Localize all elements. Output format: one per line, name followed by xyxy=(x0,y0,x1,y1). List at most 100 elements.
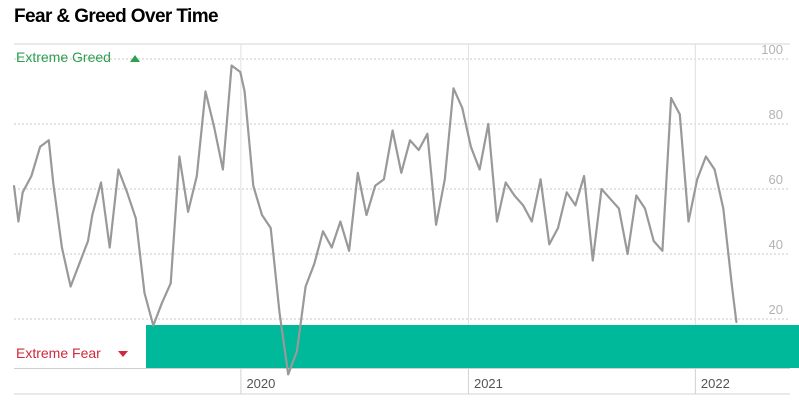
data-point xyxy=(609,197,612,200)
data-point xyxy=(530,220,533,223)
data-point xyxy=(618,207,620,210)
data-point xyxy=(417,149,420,151)
data-point xyxy=(178,155,181,158)
data-point xyxy=(400,171,403,174)
data-point xyxy=(222,168,224,171)
data-point xyxy=(687,220,690,223)
data-point xyxy=(169,282,172,285)
x-tick-label-2022: 2022 xyxy=(701,376,730,391)
data-point xyxy=(391,129,394,132)
data-point xyxy=(30,175,33,177)
data-point xyxy=(239,71,242,73)
data-point xyxy=(287,373,290,376)
data-point xyxy=(522,204,524,207)
data-point xyxy=(600,188,603,190)
data-point xyxy=(478,168,481,171)
data-point xyxy=(126,191,128,194)
extreme-greed-label: Extreme Greed xyxy=(16,49,111,65)
data-point xyxy=(261,214,263,216)
series-points xyxy=(13,64,738,376)
data-point xyxy=(487,123,490,125)
data-point xyxy=(548,243,551,246)
data-point xyxy=(722,207,725,210)
data-point xyxy=(143,292,146,294)
x-tick-label-2021: 2021 xyxy=(474,376,503,391)
data-point xyxy=(330,246,333,249)
data-point xyxy=(52,181,55,184)
y-tick-label-60: 60 xyxy=(769,172,783,187)
data-point xyxy=(461,106,464,109)
data-point xyxy=(583,175,585,177)
data-point xyxy=(313,262,316,265)
data-point xyxy=(374,184,377,187)
greed-up-arrow-icon xyxy=(130,55,140,62)
data-point xyxy=(204,90,207,93)
y-tick-label-20: 20 xyxy=(769,302,783,317)
data-point xyxy=(195,175,198,177)
chart-title: Fear & Greed Over Time xyxy=(14,6,219,27)
y-tick-label-100: 100 xyxy=(761,42,783,57)
data-point xyxy=(252,184,255,187)
data-point xyxy=(713,168,716,171)
data-point xyxy=(117,168,120,171)
data-point xyxy=(652,240,655,242)
data-point xyxy=(322,230,324,233)
data-point xyxy=(87,240,89,242)
data-point xyxy=(470,145,472,148)
data-point xyxy=(108,246,111,249)
grid-lines xyxy=(14,43,790,368)
y-tick-label-40: 40 xyxy=(769,237,783,252)
data-point xyxy=(39,145,41,148)
data-point xyxy=(539,178,542,181)
data-point xyxy=(304,285,307,288)
data-point xyxy=(78,262,81,265)
data-point xyxy=(13,184,15,187)
data-point xyxy=(187,210,190,213)
data-point xyxy=(731,285,733,288)
extreme-fear-band xyxy=(146,325,799,368)
data-point xyxy=(69,285,72,288)
data-point xyxy=(635,194,638,197)
data-point xyxy=(496,220,498,223)
data-point xyxy=(409,139,411,142)
data-point xyxy=(61,246,63,249)
x-axis: 2020 2021 2022 xyxy=(14,368,790,395)
data-point xyxy=(243,90,246,93)
data-point xyxy=(557,227,559,229)
data-point xyxy=(661,249,664,252)
data-point xyxy=(696,178,699,181)
data-point xyxy=(644,207,646,210)
data-point xyxy=(356,171,359,174)
data-point xyxy=(735,321,738,324)
data-point xyxy=(504,181,507,184)
data-point xyxy=(670,97,672,99)
data-point xyxy=(452,87,455,90)
data-point xyxy=(565,191,568,194)
extreme-fear-label: Extreme Fear xyxy=(16,345,101,361)
data-point xyxy=(17,220,20,223)
data-point xyxy=(339,220,342,223)
data-point xyxy=(134,217,137,220)
data-point xyxy=(230,64,233,67)
y-tick-label-80: 80 xyxy=(769,107,783,122)
data-point xyxy=(269,227,272,229)
data-point xyxy=(574,204,577,207)
data-point xyxy=(435,223,437,226)
fear-down-arrow-icon xyxy=(118,351,128,357)
data-point xyxy=(296,350,298,353)
data-point xyxy=(21,191,24,194)
data-point xyxy=(443,178,446,181)
data-point xyxy=(365,214,368,216)
data-point xyxy=(513,194,516,197)
data-point xyxy=(278,311,281,314)
data-point xyxy=(678,113,681,116)
data-point xyxy=(626,253,629,255)
data-point xyxy=(383,178,385,181)
data-point xyxy=(161,301,163,304)
y-axis: 20 40 60 80 100 xyxy=(761,42,783,317)
data-point xyxy=(591,259,594,262)
data-point xyxy=(47,139,50,142)
data-point xyxy=(705,155,707,158)
x-tick-label-2020: 2020 xyxy=(246,376,275,391)
data-point xyxy=(91,214,94,216)
